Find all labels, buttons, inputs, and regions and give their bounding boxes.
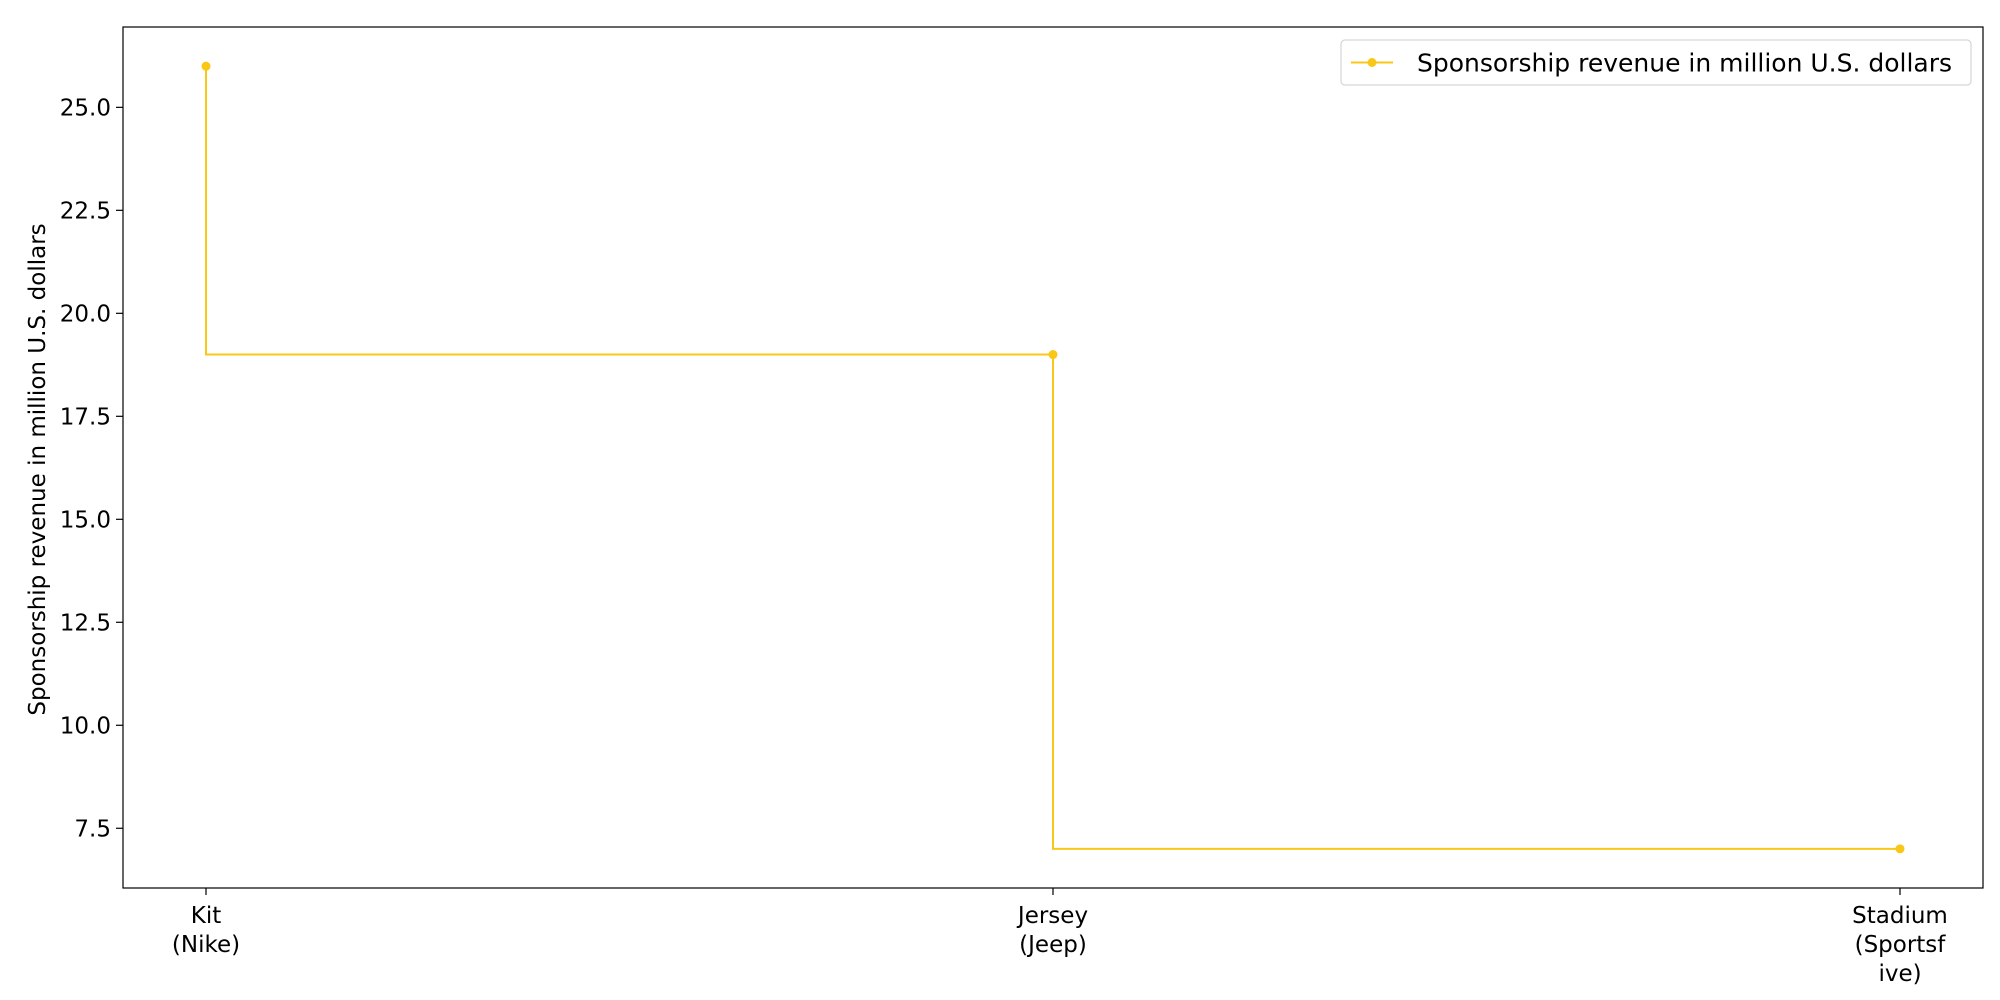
y-tick-label: 22.5 xyxy=(60,198,111,224)
y-axis-title: Sponsorship revenue in million U.S. doll… xyxy=(25,223,51,715)
data-point-2 xyxy=(1896,844,1905,853)
legend: Sponsorship revenue in million U.S. doll… xyxy=(1341,40,1971,85)
y-tick-label: 12.5 xyxy=(60,610,111,636)
y-tick-label: 15.0 xyxy=(60,507,111,533)
data-point-0 xyxy=(202,62,211,71)
legend-label: Sponsorship revenue in million U.S. doll… xyxy=(1417,49,1952,78)
y-tick-label: 10.0 xyxy=(60,713,111,739)
y-tick-label: 17.5 xyxy=(60,404,111,430)
y-tick-label: 25.0 xyxy=(60,95,111,121)
legend-marker xyxy=(1368,58,1377,67)
data-point-1 xyxy=(1049,350,1058,359)
y-tick-label: 20.0 xyxy=(60,301,111,327)
y-tick-label: 7.5 xyxy=(74,816,111,842)
